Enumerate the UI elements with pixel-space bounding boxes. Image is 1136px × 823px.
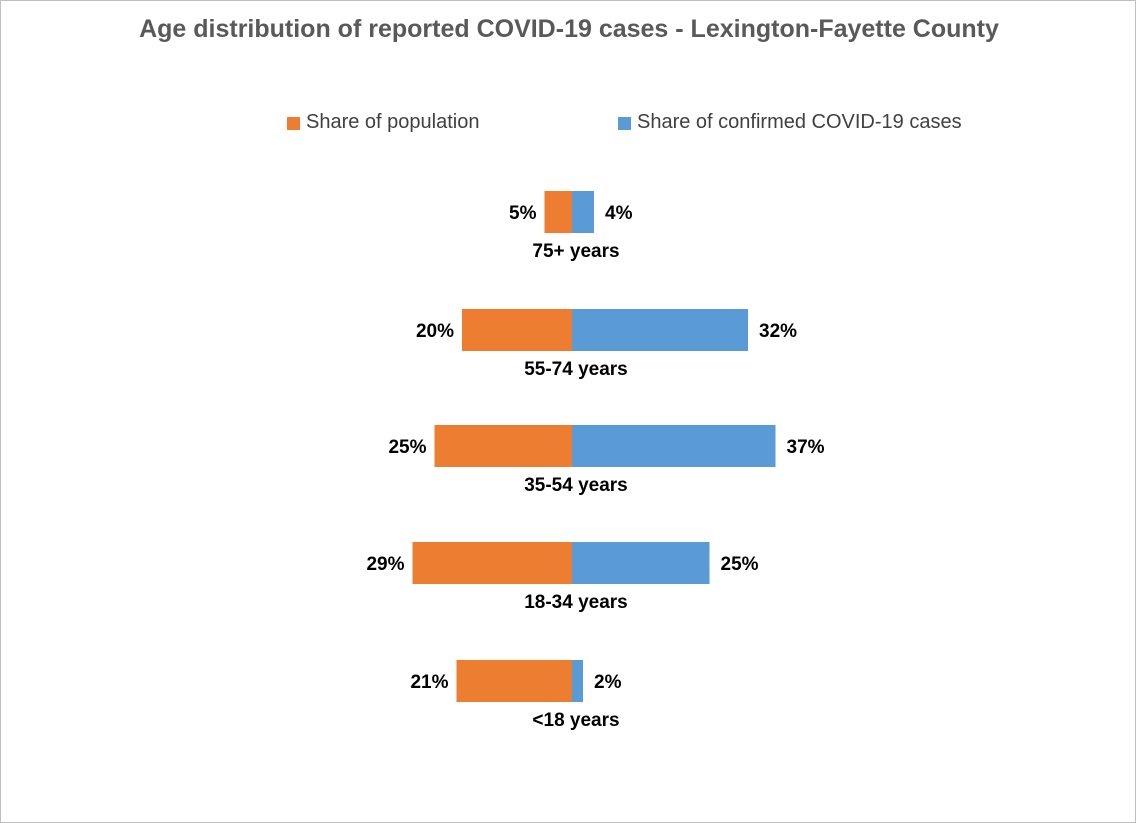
bar-population-75plus-years xyxy=(544,191,572,233)
bar-population-35-54-years xyxy=(434,425,572,467)
legend-swatch-population xyxy=(287,117,300,130)
legend-label-cases: Share of confirmed COVID-19 cases xyxy=(637,111,962,133)
value-label-cases-55-74-years: 32% xyxy=(759,321,797,342)
bar-cases-18-34-years xyxy=(572,542,710,584)
chart-title: Age distribution of reported COVID-19 ca… xyxy=(139,15,999,43)
bar-cases-35-54-years xyxy=(572,425,776,467)
legend-label-population: Share of population xyxy=(306,111,480,133)
bar-population-55-74-years xyxy=(462,309,572,351)
bar-population-18-34-years xyxy=(412,542,572,584)
bar-cases-55-74-years xyxy=(572,309,748,351)
category-label-35-54-years: 35-54 years xyxy=(524,475,628,496)
category-label-18-34-years: 18-34 years xyxy=(524,592,628,613)
value-label-cases-35-54-years: 37% xyxy=(787,437,825,458)
value-label-cases-under-18-years: 2% xyxy=(594,672,622,693)
bar-cases-75plus-years xyxy=(572,191,594,233)
bar-cases-under-18-years xyxy=(572,660,583,702)
value-label-cases-18-34-years: 25% xyxy=(721,554,759,575)
value-label-population-55-74-years: 20% xyxy=(416,321,454,342)
value-label-population-35-54-years: 25% xyxy=(388,437,426,458)
legend-swatch-cases xyxy=(618,117,631,130)
value-label-population-75plus-years: 5% xyxy=(509,203,537,224)
category-label-55-74-years: 55-74 years xyxy=(524,359,628,380)
bar-population-under-18-years xyxy=(456,660,572,702)
value-label-population-under-18-years: 21% xyxy=(410,672,448,693)
category-label-75plus-years: 75+ years xyxy=(532,241,619,262)
value-label-population-18-34-years: 29% xyxy=(366,554,404,575)
category-label-under-18-years: <18 years xyxy=(532,710,619,731)
value-label-cases-75plus-years: 4% xyxy=(605,203,633,224)
